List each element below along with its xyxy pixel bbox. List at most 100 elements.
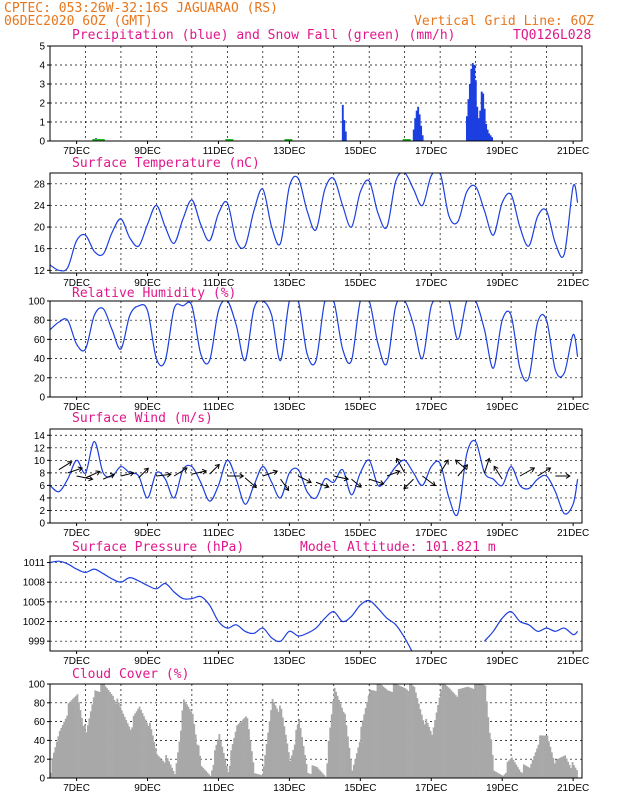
- cloud-bar: [243, 717, 246, 778]
- cloud-bar: [103, 684, 105, 778]
- cloud-bar: [153, 741, 156, 778]
- cloud-bar: [282, 717, 284, 778]
- cloud-panel: 0 20 40 60 80 100 7DEC 9DEC 11DEC 13DEC 15DEC 17DEC…: [28, 680, 589, 795]
- cloud-bar: [157, 756, 160, 778]
- cloud-bar: [367, 695, 370, 778]
- cloud-bar: [395, 684, 398, 778]
- wind-vector: [85, 471, 101, 479]
- wind-vector-head: [95, 470, 101, 476]
- cloud-bar: [568, 764, 571, 778]
- precip-bar: [421, 135, 424, 141]
- pressure-xtick-label: 17DEC: [415, 656, 447, 667]
- cloud-bar: [499, 774, 502, 778]
- cloud-bar: [530, 763, 533, 778]
- cloud-bar: [525, 766, 528, 778]
- precip-bar: [473, 65, 476, 141]
- cloud-bar: [404, 688, 407, 778]
- cloud-bar: [196, 744, 199, 778]
- cloud-bar: [392, 684, 395, 778]
- cloud-bar: [154, 748, 157, 778]
- cloud-bar: [256, 774, 259, 778]
- wind-xtick-label: 7DEC: [63, 528, 90, 539]
- cloud-bar: [549, 746, 552, 778]
- cloud-bar: [497, 773, 500, 778]
- cloud-bar: [570, 768, 572, 778]
- cloud-bar: [357, 747, 360, 778]
- cloud-bar: [51, 758, 54, 778]
- cloud-bar: [169, 764, 172, 778]
- cloud-ytick-label: 100: [28, 680, 45, 691]
- cloud-xtick-label: 17DEC: [415, 783, 447, 794]
- wind-xtick-label: 15DEC: [344, 528, 376, 539]
- cloud-bar: [388, 690, 391, 778]
- cloud-bar: [86, 725, 89, 778]
- cloud-bar: [268, 721, 271, 778]
- cloud-bar: [253, 773, 256, 778]
- cloud-bar: [366, 701, 369, 778]
- cloud-bar: [364, 708, 367, 778]
- run-date: 06DEC2020 6OZ (GMT): [4, 14, 153, 29]
- cloud-bar: [478, 684, 481, 778]
- precip-bar: [417, 106, 420, 141]
- cloud-bar: [456, 696, 459, 778]
- cloud-bar: [360, 726, 363, 778]
- cloud-bar: [332, 701, 335, 778]
- precip-bar: [470, 68, 473, 141]
- cloud-bar: [502, 775, 504, 778]
- cloud-bar: [518, 769, 521, 778]
- precip-bar: [489, 135, 492, 141]
- wind-ytick-label: 6: [39, 481, 45, 492]
- precipitation-ytick-label: 3: [39, 80, 45, 91]
- cloud-bar: [553, 763, 556, 778]
- pressure-xtick-label: 13DEC: [273, 656, 305, 667]
- cloud-bar: [110, 693, 113, 778]
- cloud-bar: [146, 722, 148, 778]
- cloud-bar: [323, 775, 326, 778]
- cloud-bar: [345, 725, 348, 778]
- cloud-bar: [407, 691, 410, 778]
- cloud-bar: [199, 755, 202, 778]
- cloud-bar: [391, 691, 394, 778]
- pressure-ytick-label: 1005: [23, 597, 46, 608]
- cloud-bar: [225, 765, 228, 778]
- precip-bar: [477, 118, 480, 141]
- humidity-xtick-label: 19DEC: [486, 402, 518, 413]
- cloud-bar: [115, 703, 117, 778]
- cloud-bar: [106, 688, 108, 778]
- precip-bar: [491, 137, 493, 141]
- temperature-ytick-label: 12: [34, 266, 46, 277]
- grid-line-note: Vertical Grid Line: 6OZ: [414, 14, 594, 29]
- precip-bar: [467, 99, 470, 141]
- cloud-bar: [82, 725, 85, 778]
- cloud-bar: [511, 757, 513, 778]
- pressure-xtick-label: 11DEC: [203, 656, 235, 667]
- cloud-bar: [446, 686, 448, 778]
- cloud-bar: [339, 703, 342, 778]
- pressure-panel: 999 1002 1005 1008 1011 7DEC 9DEC 11DEC 13DEC 15D…: [23, 555, 589, 667]
- humidity-panel: 0 20 40 60 80 100 7DEC 9DEC 11DEC 13DEC 15DEC 17DEC…: [28, 297, 589, 414]
- cloud-bar: [400, 686, 403, 778]
- cloud-xtick-label: 9DEC: [134, 783, 161, 794]
- cloud-bar: [252, 762, 255, 778]
- cloud-bar: [558, 758, 561, 778]
- cloud-bar: [246, 718, 249, 778]
- cloud-bar: [64, 718, 67, 778]
- cloud-bar: [233, 737, 236, 778]
- cloud-bar: [250, 751, 253, 778]
- cloud-bar: [485, 701, 488, 778]
- wind-vector-head: [272, 469, 279, 476]
- cloud-bar: [239, 722, 241, 778]
- cloud-bar: [349, 759, 352, 778]
- cloud-bar: [432, 727, 435, 778]
- cloud-bar: [50, 772, 52, 778]
- wind-xtick-label: 19DEC: [486, 528, 518, 539]
- cloud-bar: [545, 735, 547, 778]
- cloud-bar: [491, 755, 494, 778]
- cloud-bar: [292, 750, 295, 778]
- station-header: CPTEC: 053:26W-32:16S JAGUARAO (RS): [4, 1, 278, 16]
- cloud-bar: [132, 715, 135, 778]
- cloud-bar: [310, 774, 312, 778]
- cloud-bar: [156, 754, 159, 778]
- wind-vector: [76, 475, 93, 480]
- cloud-bar: [540, 735, 543, 778]
